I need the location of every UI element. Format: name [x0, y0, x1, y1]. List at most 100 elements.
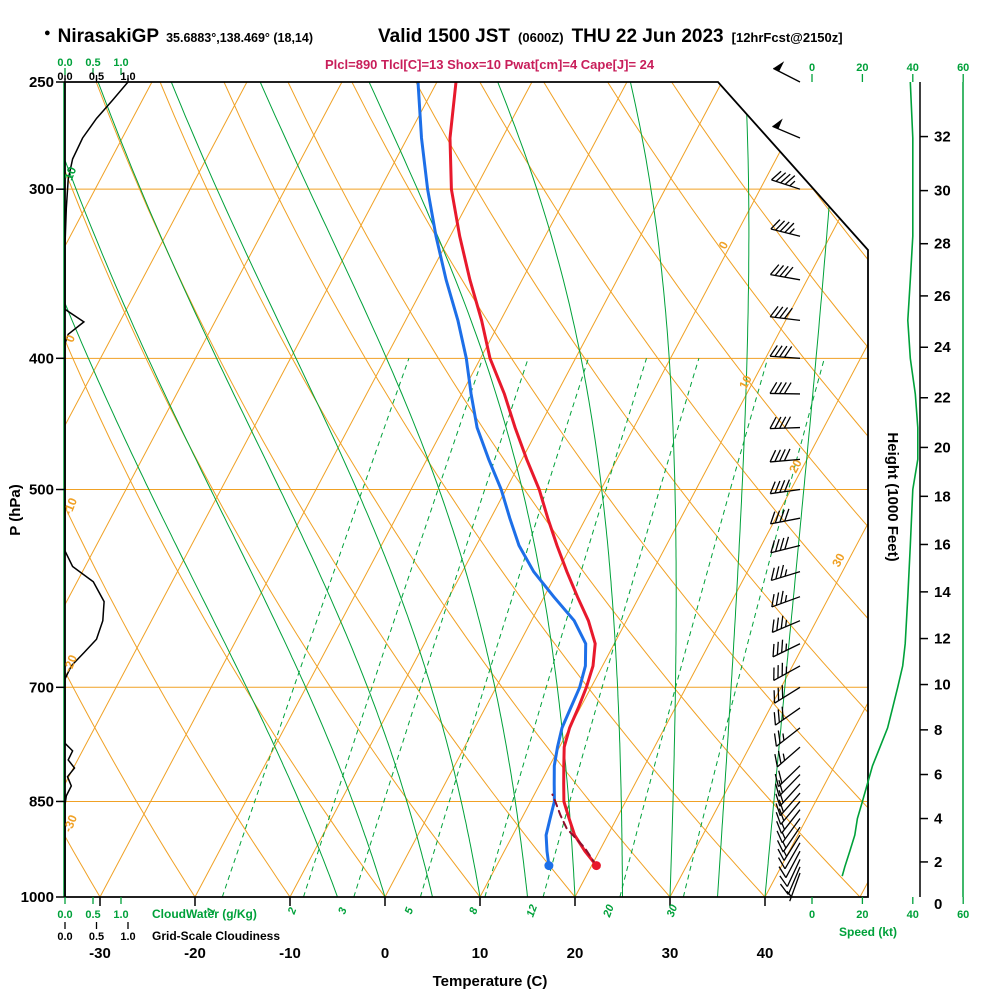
- station-coords: 35.6883°,138.469° (18,14): [166, 31, 313, 45]
- svg-text:0: 0: [381, 945, 389, 962]
- svg-text:-10: -10: [61, 496, 81, 518]
- svg-text:Grid-Scale Cloudiness: Grid-Scale Cloudiness: [152, 929, 280, 943]
- valid-date: THU 22 Jun 2023: [571, 26, 724, 47]
- svg-text:1: 1: [205, 906, 218, 916]
- svg-text:850: 850: [29, 793, 54, 810]
- cloud-scales: 0.00.00.00.00.50.50.50.51.01.01.01.0Clou…: [57, 57, 280, 943]
- station-header: ● NirasakiGP 35.6883°,138.469° (18,14): [44, 26, 313, 48]
- sounding-parameters: Plcl=890 Tlcl[C]=13 Shox=10 Pwat[cm]=4 C…: [325, 57, 655, 72]
- svg-text:20: 20: [567, 945, 584, 962]
- cloud-fraction-trace: [65, 82, 129, 897]
- svg-text:-10: -10: [279, 945, 301, 962]
- svg-text:14: 14: [934, 584, 951, 601]
- plot-grid: [65, 82, 868, 897]
- svg-text:4: 4: [934, 811, 943, 828]
- svg-text:0.5: 0.5: [85, 57, 100, 69]
- svg-text:10: 10: [472, 945, 489, 962]
- svg-text:P (hPa): P (hPa): [7, 484, 24, 535]
- svg-text:32: 32: [934, 129, 951, 146]
- svg-text:0.5: 0.5: [89, 931, 104, 943]
- svg-text:8: 8: [934, 722, 942, 739]
- svg-text:0: 0: [809, 909, 815, 921]
- svg-text:0: 0: [63, 332, 79, 344]
- svg-text:Speed (kt): Speed (kt): [839, 925, 897, 939]
- svg-text:20: 20: [856, 62, 868, 74]
- svg-text:1.0: 1.0: [113, 57, 128, 69]
- plot-border: [64, 81, 869, 898]
- svg-text:0.0: 0.0: [57, 931, 72, 943]
- svg-text:40: 40: [757, 945, 774, 962]
- svg-text:CloudWater (g/Kg): CloudWater (g/Kg): [152, 907, 257, 921]
- svg-text:16: 16: [934, 536, 951, 553]
- svg-text:10: 10: [736, 373, 755, 392]
- temperature-axis: -30 -20 -10 0 10 20 30 40 Temperature (C): [89, 897, 773, 990]
- svg-text:20: 20: [786, 457, 805, 476]
- svg-text:18: 18: [934, 488, 951, 505]
- wind-speed-trace: [841, 81, 919, 877]
- svg-text:30: 30: [829, 551, 848, 570]
- wind-barbs: [769, 61, 801, 902]
- svg-text:20: 20: [601, 902, 617, 919]
- svg-text:24: 24: [934, 339, 951, 356]
- svg-text:Height (1000 Feet): Height (1000 Feet): [884, 432, 901, 561]
- surface-dewpoint-dot: [544, 861, 554, 871]
- svg-text:-30: -30: [61, 813, 81, 835]
- svg-text:22: 22: [934, 390, 951, 407]
- svg-text:700: 700: [29, 679, 54, 696]
- station-name: NirasakiGP: [57, 26, 160, 47]
- svg-text:0.5: 0.5: [85, 909, 100, 921]
- svg-text:5: 5: [403, 905, 417, 916]
- temperature-trace: [448, 82, 598, 868]
- svg-text:1000: 1000: [21, 889, 54, 906]
- svg-text:0.0: 0.0: [57, 909, 72, 921]
- pressure-axis: 250 300 400 500 700 850 1000 P (hPa): [7, 74, 65, 906]
- svg-text:6: 6: [934, 767, 942, 784]
- svg-text:30: 30: [665, 902, 681, 918]
- svg-text:8: 8: [467, 905, 481, 916]
- svg-text:Temperature (C): Temperature (C): [433, 973, 548, 990]
- svg-text:10: 10: [61, 164, 79, 182]
- svg-text:-20: -20: [61, 653, 81, 675]
- svg-text:28: 28: [934, 236, 951, 253]
- surface-temperature-dot: [591, 861, 601, 871]
- svg-text:12: 12: [934, 631, 951, 648]
- svg-text:500: 500: [29, 482, 54, 499]
- svg-text:30: 30: [934, 183, 951, 200]
- svg-text:40: 40: [907, 909, 919, 921]
- valid-utc: (0600Z): [518, 30, 564, 45]
- forecast-tag: [12hrFcst@2150z]: [731, 30, 843, 45]
- dewpoint-trace: [416, 82, 588, 868]
- svg-text:1.0: 1.0: [113, 909, 128, 921]
- svg-text:2: 2: [286, 906, 300, 917]
- svg-text:12: 12: [525, 903, 540, 919]
- svg-text:0: 0: [934, 896, 942, 913]
- svg-text:400: 400: [29, 350, 54, 367]
- svg-text:20: 20: [856, 909, 868, 921]
- svg-text:40: 40: [907, 62, 919, 74]
- svg-text:2: 2: [934, 854, 942, 871]
- svg-text:0.0: 0.0: [57, 57, 72, 69]
- svg-text:250: 250: [29, 74, 54, 91]
- svg-text:3: 3: [336, 906, 349, 916]
- svg-text:0: 0: [716, 239, 732, 252]
- svg-text:1.0: 1.0: [120, 931, 135, 943]
- svg-text:-20: -20: [184, 945, 206, 962]
- svg-text:60: 60: [957, 909, 969, 921]
- valid-time: Valid 1500 JST: [378, 26, 511, 47]
- svg-text:20: 20: [934, 439, 951, 456]
- svg-text:26: 26: [934, 288, 951, 305]
- valid-time-header: Valid 1500 JST (0600Z) THU 22 Jun 2023 […: [378, 26, 843, 48]
- svg-text:10: 10: [934, 677, 951, 694]
- station-bullet-icon: ●: [44, 27, 51, 39]
- parcel-trace: [551, 793, 598, 867]
- svg-text:30: 30: [662, 945, 679, 962]
- svg-text:0: 0: [809, 62, 815, 74]
- svg-text:-30: -30: [89, 945, 111, 962]
- svg-text:60: 60: [957, 62, 969, 74]
- svg-text:300: 300: [29, 181, 54, 198]
